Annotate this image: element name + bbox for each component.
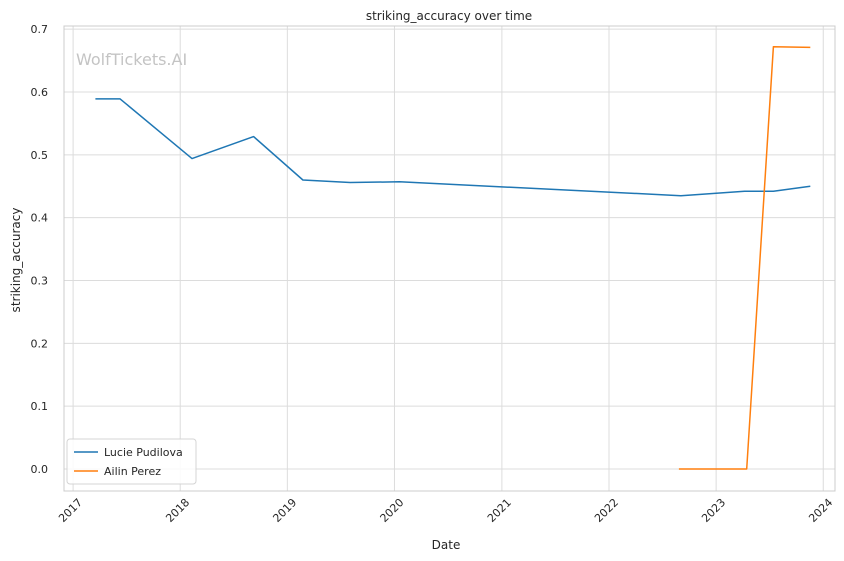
x-tick-label: 2018 (163, 496, 192, 525)
y-tick-label: 0.5 (31, 149, 49, 162)
plot-background (64, 26, 835, 491)
x-tick-label: 2022 (592, 496, 621, 525)
legend: Lucie Pudilova Ailin Perez (66, 438, 197, 485)
x-tick-label: 2019 (270, 496, 299, 525)
x-tick-label: 2017 (56, 496, 85, 525)
y-tick-label: 0.1 (31, 400, 49, 413)
watermark-text: WolfTickets.AI (76, 50, 187, 69)
y-axis-label: striking_accuracy (9, 208, 23, 313)
y-tick-label: 0.3 (31, 274, 49, 287)
y-tick-label: 0.6 (31, 86, 49, 99)
legend-label-lucie-pudilova: Lucie Pudilova (104, 446, 183, 459)
series-line-ailin-perez (678, 45, 811, 470)
y-tick-label: 0.4 (31, 212, 49, 225)
x-tick-label: 2023 (699, 496, 728, 525)
y-axis-ticks: 0.0 0.1 0.2 0.3 0.4 0.5 0.6 0.7 (31, 23, 49, 476)
legend-frame (66, 438, 197, 485)
x-tick-label: 2024 (806, 496, 835, 525)
x-tick-label: 2020 (377, 496, 406, 525)
y-tick-label: 0.2 (31, 337, 49, 350)
legend-label-ailin-perez: Ailin Perez (104, 465, 161, 478)
x-axis-ticks: 2017 2018 2019 2020 2021 2022 2023 2024 (56, 496, 835, 525)
grid-lines (64, 26, 835, 491)
series-lines (95, 45, 811, 470)
chart-title: striking_accuracy over time (366, 9, 532, 23)
x-tick-label: 2021 (485, 496, 514, 525)
series-line-lucie-pudilova (95, 98, 811, 197)
x-axis-label: Date (432, 538, 461, 552)
plot-frame (63, 25, 836, 492)
y-tick-label: 0.0 (31, 463, 49, 476)
y-tick-label: 0.7 (31, 23, 49, 36)
